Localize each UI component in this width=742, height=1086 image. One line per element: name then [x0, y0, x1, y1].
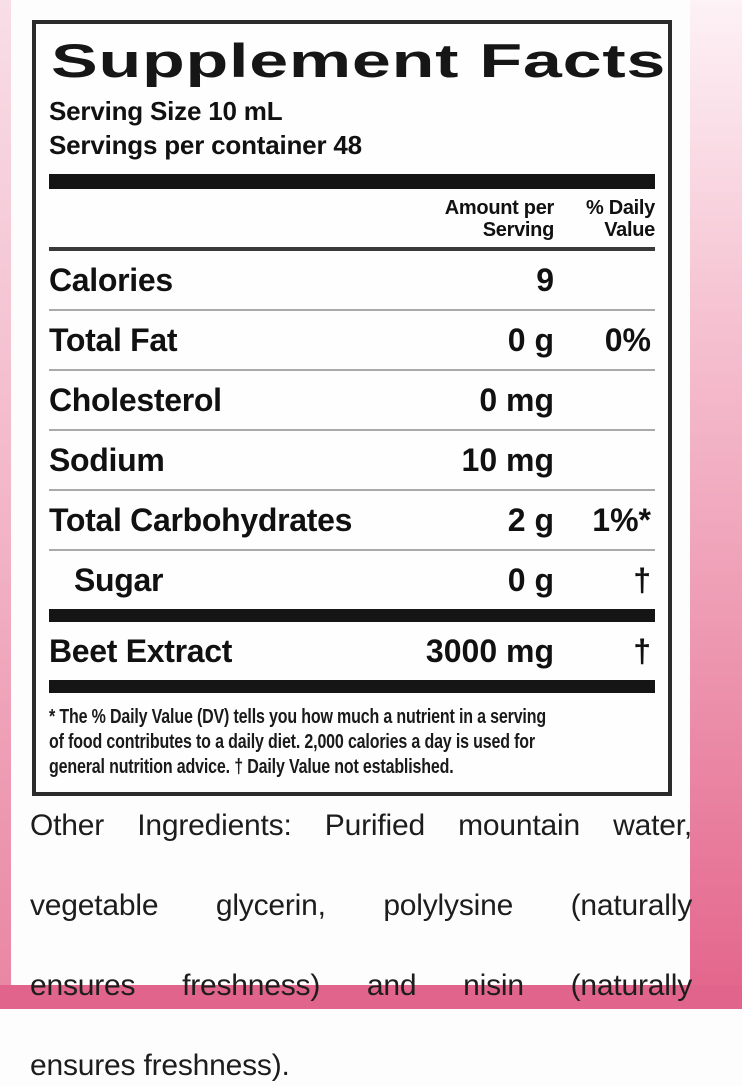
nutrient-amount: 2 g — [507, 502, 554, 538]
column-header-row: Amount per Serving % Daily Value — [49, 189, 656, 247]
footnote-line: of food contributes to a daily diet. 2,0… — [49, 731, 535, 753]
nutrient-amount: 0 mg — [479, 382, 554, 418]
nutrient-amount: 9 — [536, 262, 554, 298]
row-divider — [49, 369, 655, 371]
other-ingredients-paragraph: Other Ingredients: Purified mountain wat… — [30, 806, 692, 1086]
row-divider — [49, 309, 655, 311]
servings-per-container: Servings per container 48 — [49, 130, 362, 160]
nutrient-name: Sugar — [74, 562, 164, 598]
row-beet-extract: Beet Extract 3000 mg † — [49, 622, 655, 680]
left-pink-strip — [0, 0, 11, 985]
row-divider — [49, 549, 655, 551]
row-sugar: Sugar 0 g † — [49, 551, 655, 609]
supplement-facts-panel: Supplement Facts Serving Size 10 mL Serv… — [32, 20, 672, 796]
bottom-pink-bar — [0, 985, 742, 1009]
row-calories: Calories 9 — [49, 251, 655, 309]
other-ingredients-line: vegetable glycerin, polylysine (naturall… — [30, 889, 692, 922]
thick-divider-top — [49, 174, 655, 189]
other-ingredients-line: ensures freshness). — [30, 1049, 290, 1082]
nutrient-amount: 0 g — [507, 322, 554, 358]
nutrient-daily-value: 0% — [604, 322, 651, 358]
nutrient-name: Total Fat — [49, 322, 178, 358]
row-divider — [49, 489, 655, 491]
nutrient-name: Cholesterol — [49, 382, 222, 418]
thick-divider-bottom — [49, 680, 655, 693]
row-cholesterol: Cholesterol 0 mg — [49, 371, 655, 429]
nutrient-daily-value: † — [633, 633, 651, 669]
row-sodium: Sodium 10 mg — [49, 431, 655, 489]
nutrient-amount: 0 g — [507, 562, 554, 598]
nutrient-daily-value: † — [633, 562, 651, 598]
row-divider — [49, 429, 655, 431]
nutrient-name: Calories — [49, 262, 173, 298]
right-pink-strip — [690, 0, 742, 985]
other-ingredients-line: Other Ingredients: Purified mountain wat… — [30, 809, 692, 842]
nutrient-daily-value: 1%* — [592, 502, 651, 538]
other-ingredients-line: ensures freshness) and nisin (naturally — [30, 969, 692, 1002]
nutrient-name: Sodium — [49, 442, 165, 478]
nutrient-name: Beet Extract — [49, 633, 233, 669]
amount-per-serving-header: Amount per Serving — [444, 197, 555, 241]
nutrient-amount: 10 mg — [461, 442, 554, 478]
header-underline — [49, 247, 655, 251]
thick-divider-middle — [49, 609, 655, 622]
row-total-fat: Total Fat 0 g 0% — [49, 311, 655, 369]
serving-size: Serving Size 10 mL — [49, 96, 283, 126]
panel-title: Supplement Facts — [51, 34, 667, 87]
row-total-carbohydrates: Total Carbohydrates 2 g 1%* — [49, 491, 655, 549]
nutrient-name: Total Carbohydrates — [49, 502, 353, 538]
daily-value-header: % Daily Value — [585, 197, 655, 241]
nutrient-amount: 3000 mg — [425, 633, 554, 669]
daily-value-footnote: * The % Daily Value (DV) tells you how m… — [49, 705, 655, 780]
footnote-line: * The % Daily Value (DV) tells you how m… — [49, 706, 546, 728]
footnote-line: general nutrition advice. † Daily Value … — [49, 756, 454, 778]
